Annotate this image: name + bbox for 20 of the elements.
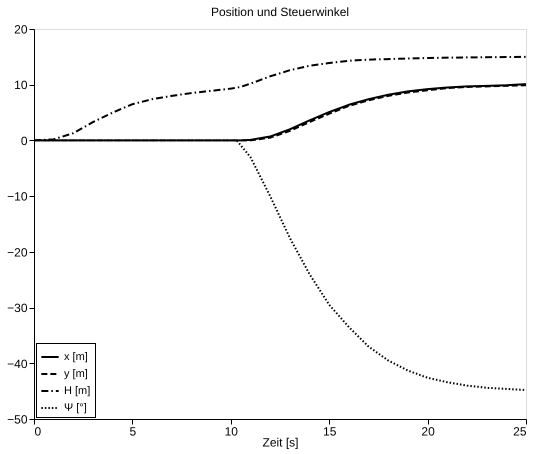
x-tick-label: 10: [224, 424, 238, 438]
x-axis-title: Zeit [s]: [262, 436, 299, 450]
y-tick-label: 20: [14, 22, 28, 36]
y-tick-label: −40: [7, 356, 28, 371]
x-tick-label: 15: [323, 424, 337, 438]
y-tick-label: 0: [20, 134, 28, 148]
x-tick-label: 5: [130, 424, 137, 438]
legend-label: y [m]: [64, 368, 88, 380]
y-tick-label: −10: [7, 190, 28, 204]
y-tick-label: 10: [14, 78, 28, 92]
y-tick-label: −20: [7, 245, 28, 260]
legend-label: Ψ [°]: [64, 402, 87, 414]
x-tick-label: 25: [513, 424, 527, 438]
chart-title: Position und Steuerwinkel: [210, 5, 350, 19]
legend-label: H [m]: [64, 385, 90, 397]
y-tick-label: −30: [7, 301, 28, 316]
legend-label: x [m]: [64, 351, 88, 363]
x-tick-label: 20: [421, 424, 436, 438]
y-tick-label: −50: [7, 412, 28, 426]
x-tick-label: 0: [34, 424, 42, 438]
